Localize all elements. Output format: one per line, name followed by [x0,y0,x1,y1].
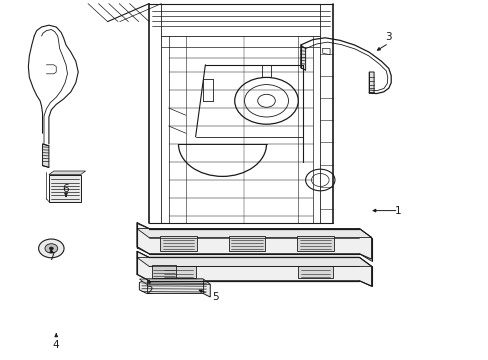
Text: 1: 1 [394,206,401,216]
Polygon shape [300,45,305,70]
Bar [228,236,264,251]
Text: 4: 4 [53,339,60,350]
Bar [160,236,196,251]
Circle shape [49,247,53,250]
Polygon shape [139,279,210,297]
Polygon shape [137,257,371,266]
Text: 3: 3 [385,32,391,42]
Text: 6: 6 [62,184,69,194]
Polygon shape [368,72,373,94]
Polygon shape [137,251,371,286]
Polygon shape [137,223,371,259]
Polygon shape [49,171,85,175]
Bar [151,265,176,278]
Circle shape [45,244,58,253]
Polygon shape [139,279,210,284]
Bar [161,266,195,278]
Text: 7: 7 [48,252,55,262]
Polygon shape [49,175,81,202]
Bar [297,236,333,251]
Polygon shape [137,229,371,238]
Text: 5: 5 [211,292,218,302]
Circle shape [39,239,64,258]
Text: 2: 2 [145,286,152,296]
Bar [298,266,332,278]
Polygon shape [42,144,49,167]
